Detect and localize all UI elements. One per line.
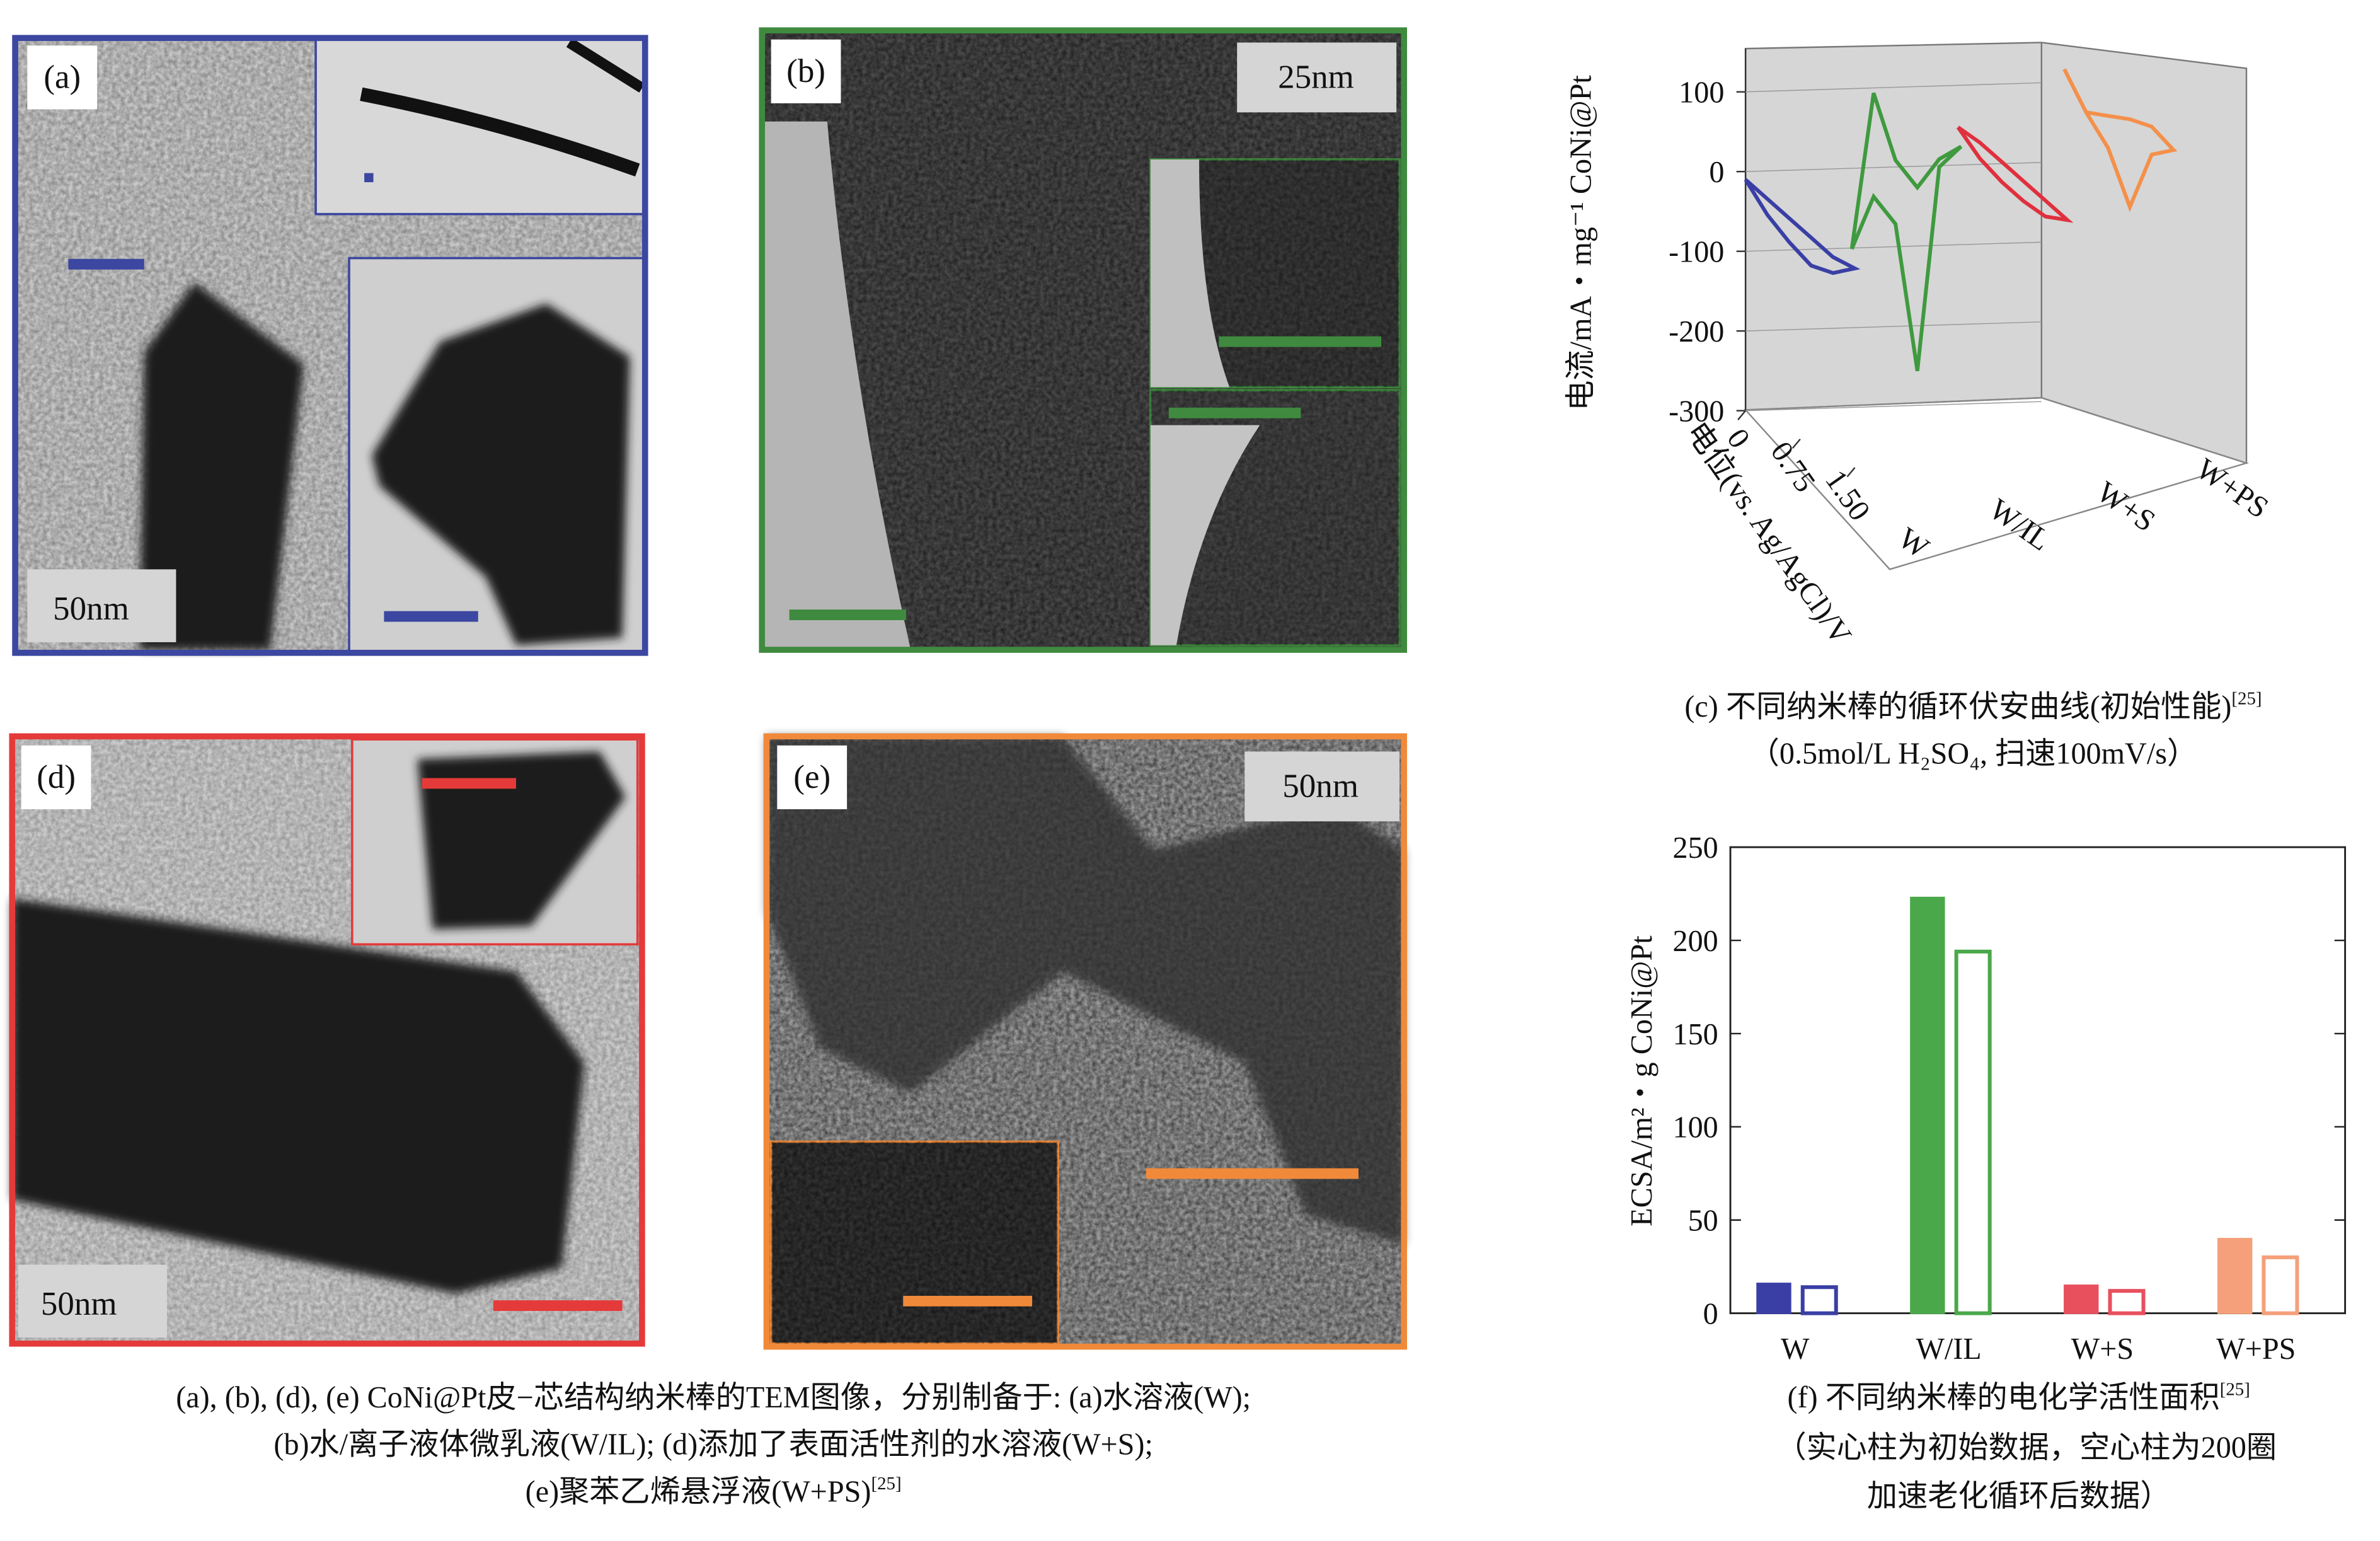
- bar: [2217, 1238, 2253, 1314]
- scale-bar: [364, 173, 374, 183]
- label-box: [771, 39, 841, 103]
- chart-title: (f) 不同纳米棒的电化学活性面积[25]: [1788, 1380, 2250, 1414]
- panel-d: (d) 50nm: [9, 733, 645, 1347]
- label-box: [27, 45, 98, 110]
- cv-curve: [1849, 92, 1963, 371]
- nanorod: [372, 303, 630, 645]
- panel-label: (b): [786, 53, 825, 89]
- grid-line: [1745, 162, 2042, 172]
- x-tick-label: 0.75: [1764, 436, 1822, 498]
- chart-subtitle: （实心柱为初始数据，空心柱为200圈: [1776, 1431, 2277, 1464]
- texture: [771, 1141, 1058, 1344]
- nanorod: [12, 899, 585, 1294]
- panel-a: (a) 50nm: [12, 35, 648, 656]
- particle-aggregate: [766, 736, 1405, 1245]
- panel-frame: [763, 733, 1407, 1350]
- y-tick-label: 100: [1679, 76, 1724, 110]
- scale-label: 25nm: [1278, 59, 1354, 96]
- y-tick-label: -200: [1669, 315, 1724, 349]
- x-tick: [1846, 467, 1856, 478]
- y-tick-label: 150: [1673, 1018, 1718, 1051]
- x-tick-label: 1.50: [1819, 464, 1877, 526]
- grid-line: [1745, 401, 2042, 412]
- panel-b: (b) 25nm: [759, 27, 1407, 653]
- y-axis-label: 电流/mA・mg⁻¹ CoNi@Pt: [1564, 75, 1597, 411]
- panel-label: (d): [37, 759, 76, 795]
- caption-line: (a), (b), (d), (e) CoNi@Pt皮−芯结构纳米棒的TEM图像…: [176, 1381, 1251, 1414]
- y-tick-label: -100: [1669, 236, 1724, 269]
- cv-curve: [1956, 125, 2074, 223]
- cv-curve: [1744, 178, 1861, 275]
- nanorod: [360, 87, 640, 177]
- grid-line: [1745, 82, 2042, 93]
- bar: [2064, 1284, 2099, 1314]
- panel-e: (e) 50nm: [763, 733, 1407, 1350]
- scale-box: [27, 569, 176, 642]
- y-tick-label: -300: [1669, 395, 1724, 428]
- label-box: [777, 745, 848, 809]
- chart-title: (c) 不同纳米棒的循环伏安曲线(初始性能)[25]: [1684, 689, 2262, 724]
- reference: [25]: [871, 1474, 901, 1494]
- reference: [25]: [2220, 1380, 2250, 1400]
- support-film: [1150, 159, 1230, 388]
- reference: [25]: [2231, 689, 2262, 709]
- series-label: W+S: [2091, 475, 2161, 538]
- nanorod: [417, 751, 626, 930]
- y-tick-label: 0: [1703, 1298, 1718, 1331]
- panel-frame: [759, 27, 1407, 653]
- support-film: [762, 121, 911, 650]
- bar: [2108, 1289, 2146, 1315]
- y-tick-label: 200: [1673, 925, 1718, 958]
- cv-curve: [2062, 68, 2178, 212]
- y-tick-label: 0: [1709, 156, 1724, 189]
- nanorod: [139, 282, 304, 650]
- series-label: W+PS: [2190, 452, 2275, 525]
- x-tick-label: 0: [1720, 423, 1756, 454]
- scale-box: [18, 1264, 167, 1338]
- scale-box: [1237, 42, 1397, 113]
- y-tick-label: 100: [1673, 1111, 1718, 1145]
- title-text: (f) 不同纳米棒的电化学活性面积: [1788, 1381, 2220, 1414]
- series-label: W/IL: [1983, 492, 2056, 557]
- floor: [1744, 396, 2250, 570]
- label-box: [21, 745, 91, 809]
- bar: [1954, 949, 1992, 1315]
- panel-frame: [12, 35, 648, 656]
- grid-line: [1745, 321, 2042, 332]
- bar: [2262, 1255, 2299, 1315]
- nanorod: [566, 38, 645, 93]
- bar: [1800, 1285, 1838, 1315]
- y-tick-label: 250: [1673, 831, 1718, 865]
- y-axis-label: ECSA/m²・g CoNi@Pt: [1625, 935, 1659, 1226]
- panel-frame: [9, 733, 645, 1347]
- chart-subtitle: （0.5mol/L H₂SO₄, 扫速100mV/s）: [1749, 737, 2197, 771]
- x-tick-label: W: [1781, 1332, 1810, 1366]
- axes-3d: [1744, 42, 2250, 570]
- plot-frame: [1729, 846, 2347, 1315]
- scale-label: 50nm: [1282, 768, 1359, 805]
- panel-label: (a): [43, 59, 81, 96]
- scale-box: [1245, 751, 1400, 822]
- scale-label: 50nm: [53, 591, 129, 627]
- panel-label: (e): [793, 759, 831, 795]
- x-tick: [1737, 410, 1747, 420]
- support-film: [1150, 425, 1260, 645]
- caption-line: (b)水/离子液体微乳液(W/IL); (d)添加了表面活性剂的水溶液(W+S)…: [273, 1428, 1153, 1462]
- y-tick-label: 50: [1688, 1204, 1718, 1238]
- scale-label: 50nm: [41, 1286, 117, 1322]
- caption-line: (e)聚苯乙烯悬浮液(W+PS)[25]: [526, 1474, 902, 1508]
- caption-text: (e)聚苯乙烯悬浮液(W+PS): [526, 1475, 871, 1508]
- series-label: W: [1892, 521, 1935, 565]
- chart-subtitle: 加速老化循环后数据）: [1867, 1480, 2171, 1513]
- x-tick-label: W+PS: [2216, 1332, 2296, 1366]
- x-tick-label: W/IL: [1916, 1332, 1981, 1366]
- x-tick: [1791, 439, 1801, 449]
- bar: [1910, 896, 1945, 1314]
- title-text: (c) 不同纳米棒的循环伏安曲线(初始性能): [1684, 690, 2231, 724]
- x-tick-label: W+S: [2071, 1332, 2134, 1366]
- bar: [1756, 1283, 1791, 1314]
